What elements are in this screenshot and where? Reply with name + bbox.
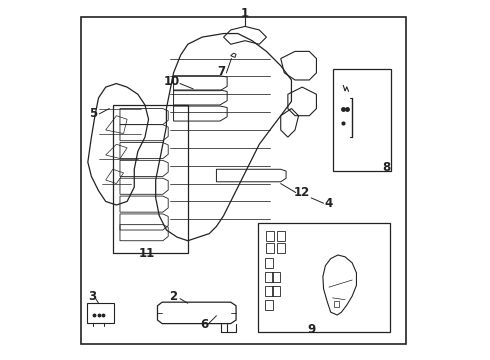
Bar	[87, 303, 114, 323]
Text: 3: 3	[88, 289, 96, 303]
Text: 4: 4	[325, 197, 333, 210]
Text: 5: 5	[89, 107, 98, 120]
Text: 8: 8	[382, 161, 390, 174]
Text: 7: 7	[218, 64, 226, 77]
Bar	[113, 105, 188, 253]
Text: 12: 12	[294, 186, 310, 199]
Text: 6: 6	[200, 318, 208, 331]
Text: 1: 1	[241, 8, 249, 21]
Text: 2: 2	[170, 289, 177, 303]
Text: 10: 10	[164, 75, 180, 88]
Text: 11: 11	[139, 247, 155, 260]
Bar	[333, 69, 392, 171]
Bar	[258, 223, 390, 332]
Text: 9: 9	[307, 323, 315, 336]
